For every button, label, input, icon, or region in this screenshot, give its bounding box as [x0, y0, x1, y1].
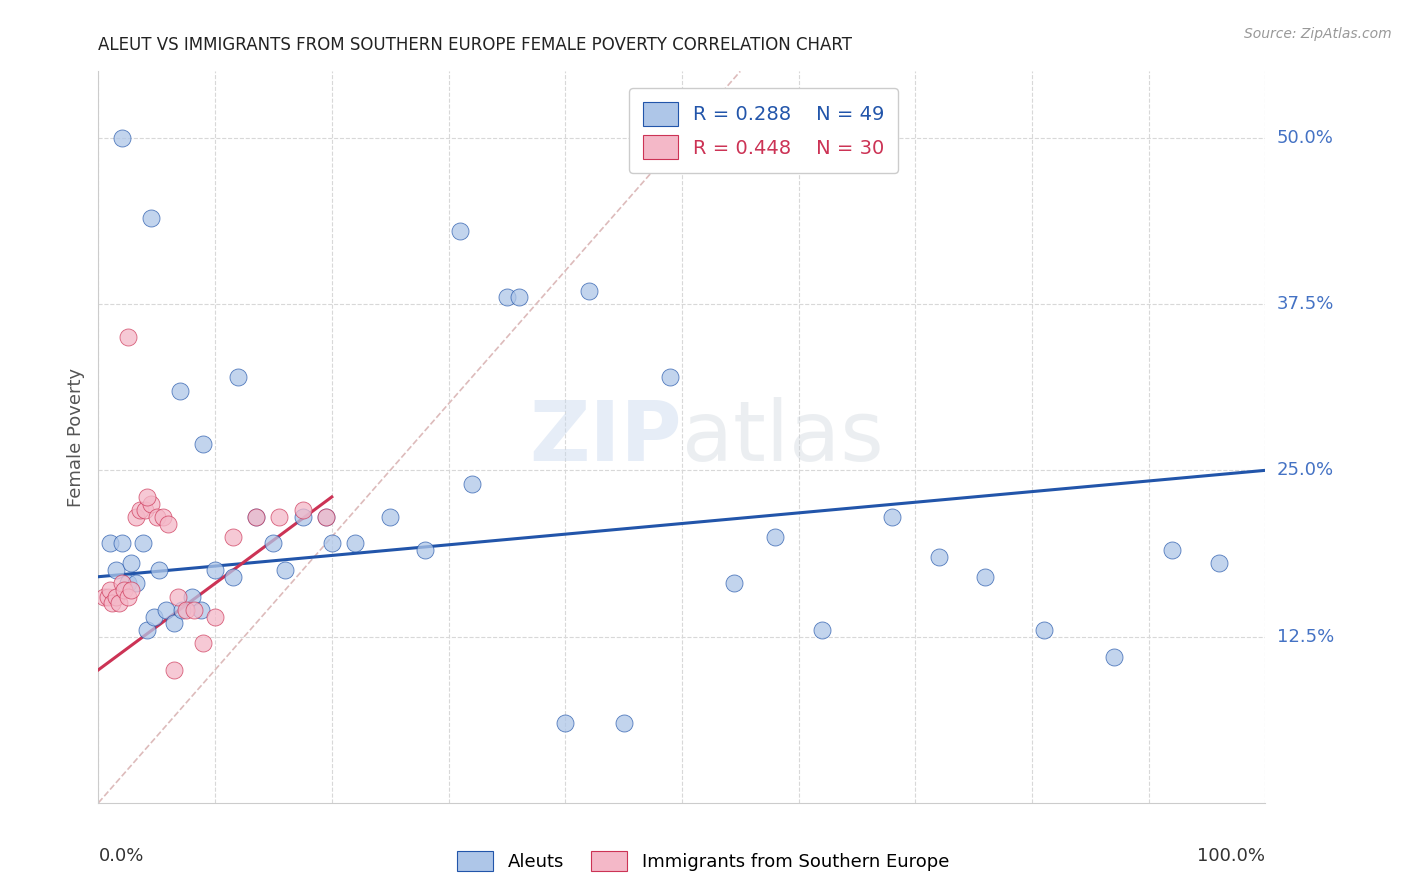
Point [228, 370, 250, 384]
Point [1032, 623, 1054, 637]
Point [659, 370, 682, 384]
Point [104, 563, 127, 577]
Point [120, 557, 142, 571]
Point [274, 563, 297, 577]
Point [169, 384, 191, 398]
Point [221, 530, 243, 544]
Legend: Aleuts, Immigrants from Southern Europe: Aleuts, Immigrants from Southern Europe [450, 844, 956, 879]
Point [880, 509, 903, 524]
Point [143, 609, 166, 624]
Point [183, 603, 205, 617]
Point [811, 623, 834, 637]
Point [139, 497, 162, 511]
Point [262, 536, 284, 550]
Point [344, 536, 367, 550]
Text: 0.0%: 0.0% [98, 847, 143, 864]
Point [380, 509, 402, 524]
Point [180, 590, 202, 604]
Point [1161, 543, 1184, 558]
Point [315, 509, 337, 524]
Point [172, 603, 194, 617]
Text: 12.5%: 12.5% [1277, 628, 1334, 646]
Point [148, 563, 170, 577]
Point [163, 663, 186, 677]
Point [155, 603, 177, 617]
Point [413, 543, 436, 558]
Point [136, 490, 159, 504]
Point [157, 516, 180, 531]
Point [139, 211, 162, 225]
Point [152, 509, 174, 524]
Point [204, 609, 226, 624]
Point [104, 590, 127, 604]
Point [291, 509, 314, 524]
Point [129, 503, 152, 517]
Point [321, 536, 343, 550]
Point [315, 509, 337, 524]
Point [146, 509, 169, 524]
Point [974, 570, 997, 584]
Legend: R = 0.288    N = 49, R = 0.448    N = 30: R = 0.288 N = 49, R = 0.448 N = 30 [628, 88, 898, 173]
Point [1102, 649, 1125, 664]
Point [193, 636, 215, 650]
Text: ALEUT VS IMMIGRANTS FROM SOUTHERN EUROPE FEMALE POVERTY CORRELATION CHART: ALEUT VS IMMIGRANTS FROM SOUTHERN EUROPE… [98, 36, 852, 54]
Point [112, 582, 135, 597]
Point [111, 576, 134, 591]
Point [166, 590, 188, 604]
Point [117, 330, 139, 344]
Point [163, 616, 186, 631]
Text: 25.0%: 25.0% [1277, 461, 1334, 479]
Point [245, 509, 267, 524]
Point [134, 503, 156, 517]
Text: Source: ZipAtlas.com: Source: ZipAtlas.com [1244, 27, 1392, 41]
Point [111, 536, 134, 550]
Point [125, 576, 148, 591]
Point [204, 563, 226, 577]
Point [136, 623, 159, 637]
Point [97, 590, 120, 604]
Text: atlas: atlas [682, 397, 883, 477]
Point [111, 131, 134, 145]
Text: 37.5%: 37.5% [1277, 295, 1334, 313]
Point [101, 596, 124, 610]
Point [763, 530, 786, 544]
Point [508, 290, 530, 304]
Point [496, 290, 519, 304]
Point [117, 590, 139, 604]
Point [132, 536, 155, 550]
Point [221, 570, 243, 584]
Point [461, 476, 484, 491]
Point [928, 549, 950, 564]
Point [578, 284, 600, 298]
Point [1208, 557, 1230, 571]
Text: ZIP: ZIP [530, 397, 682, 477]
Point [245, 509, 267, 524]
Point [193, 436, 215, 450]
Point [449, 224, 471, 238]
Point [190, 603, 212, 617]
Point [291, 503, 314, 517]
Point [125, 509, 148, 524]
Point [613, 716, 636, 731]
Point [98, 536, 121, 550]
Point [174, 603, 197, 617]
Point [554, 716, 576, 731]
Point [98, 582, 121, 597]
Point [93, 590, 115, 604]
Text: 50.0%: 50.0% [1277, 128, 1333, 147]
Point [120, 582, 142, 597]
Y-axis label: Female Poverty: Female Poverty [66, 368, 84, 507]
Point [108, 596, 131, 610]
Point [269, 509, 291, 524]
Text: 100.0%: 100.0% [1198, 847, 1265, 864]
Point [117, 576, 139, 591]
Point [723, 576, 745, 591]
